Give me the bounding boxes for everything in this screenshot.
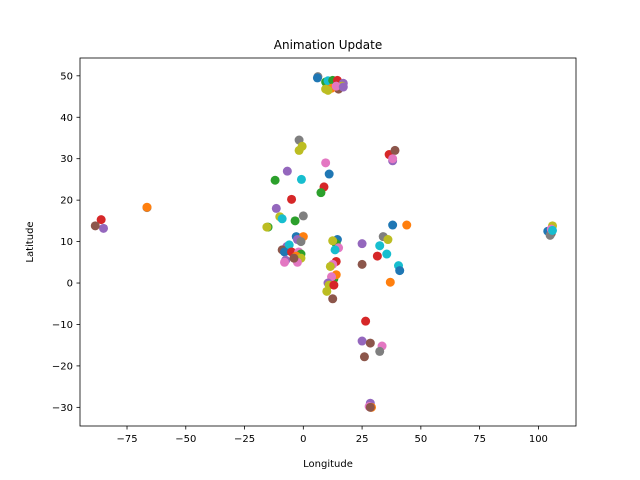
data-point (331, 81, 341, 91)
data-point (390, 145, 400, 155)
data-point (357, 336, 367, 346)
data-point (329, 280, 339, 290)
data-point (375, 241, 385, 251)
y-tick-label: 30 (60, 154, 73, 165)
data-point (325, 261, 335, 271)
y-tick-label: 20 (60, 196, 73, 207)
x-tick-label: 50 (414, 434, 427, 445)
data-point (365, 402, 375, 412)
data-point (324, 169, 334, 179)
data-point (282, 166, 292, 176)
data-point (357, 239, 367, 249)
data-point (547, 225, 557, 235)
data-point (361, 316, 371, 326)
y-tick-label: −30 (52, 403, 73, 414)
x-tick-label: −25 (234, 434, 255, 445)
data-point (142, 202, 152, 212)
data-point (328, 236, 338, 246)
data-point (357, 259, 367, 269)
y-tick-label: 0 (67, 279, 73, 290)
data-point (296, 237, 306, 247)
data-point (287, 194, 297, 204)
x-tick-label: 25 (356, 434, 369, 445)
y-axis-label: Latitude (25, 221, 36, 262)
y-tick-label: 10 (60, 237, 73, 248)
data-point (289, 253, 299, 263)
data-point (296, 174, 306, 184)
data-point (280, 247, 290, 257)
x-tick-label: 100 (529, 434, 548, 445)
data-point (359, 352, 369, 362)
plot-frame (79, 57, 577, 427)
y-tick-label: −10 (52, 320, 73, 331)
data-point (338, 82, 348, 92)
data-point (321, 158, 331, 168)
y-tick-label: 40 (60, 113, 73, 124)
data-point (90, 221, 100, 231)
data-point (330, 245, 340, 255)
data-point (383, 235, 393, 245)
y-tick-label: −20 (52, 361, 73, 372)
y-axis-ticks: −30 −20 −10 0 10 20 30 40 50 (52, 71, 80, 414)
data-point (395, 266, 405, 276)
data-point (385, 277, 395, 287)
x-axis-label: Longitude (303, 459, 353, 470)
data-point (99, 223, 109, 233)
data-point (298, 211, 308, 221)
data-point (372, 251, 382, 261)
y-tick-label: 50 (60, 71, 73, 82)
data-point (312, 73, 322, 83)
points-layer (90, 72, 557, 412)
data-point (96, 215, 106, 225)
x-tick-label: −50 (175, 434, 196, 445)
data-point (382, 249, 392, 259)
x-axis-ticks: −75 −50 −25 0 25 50 75 100 (116, 426, 548, 445)
data-point (321, 84, 331, 94)
data-point (316, 188, 326, 198)
data-point (284, 240, 294, 250)
data-point (322, 286, 332, 296)
data-point (290, 216, 300, 226)
data-point (388, 220, 398, 230)
x-tick-label: 0 (300, 434, 306, 445)
x-tick-label: 75 (473, 434, 486, 445)
data-point (328, 294, 338, 304)
data-point (375, 346, 385, 356)
data-point (271, 203, 281, 213)
data-point (270, 175, 280, 185)
chart-title: Animation Update (274, 38, 382, 52)
data-point (280, 257, 290, 267)
data-point (277, 214, 287, 224)
data-point (365, 338, 375, 348)
data-point (388, 154, 398, 164)
data-point (402, 220, 412, 230)
data-point (262, 222, 272, 232)
x-tick-label: −75 (116, 434, 137, 445)
data-point (294, 145, 304, 155)
